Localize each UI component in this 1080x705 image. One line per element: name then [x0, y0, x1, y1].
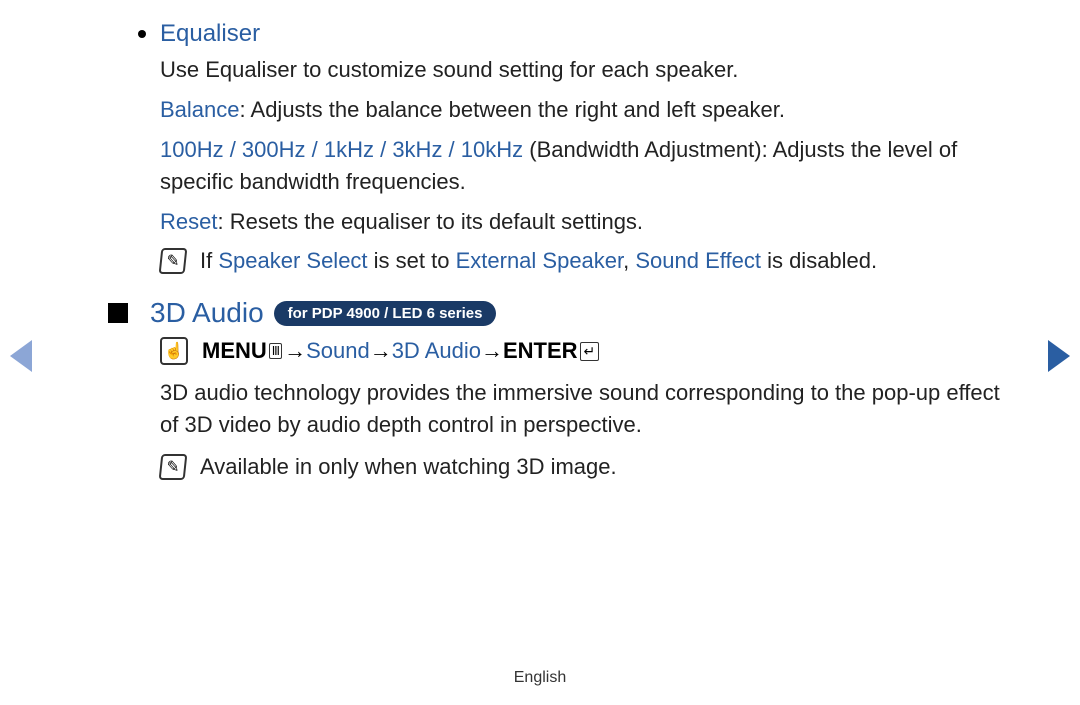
balance-text: : Adjusts the balance between the right … [240, 97, 785, 122]
menu-label: MENU [202, 338, 267, 364]
square-bullet-icon [108, 303, 128, 323]
note-icon: ✎ [159, 248, 188, 274]
reset-label: Reset [160, 209, 217, 234]
note-mid1: is set to [368, 248, 456, 273]
equaliser-note-row: ✎ If Speaker Select is set to External S… [160, 245, 1010, 277]
arrow-2: → [370, 338, 392, 364]
frequency-label: 100Hz / 300Hz / 1kHz / 3kHz / 10kHz [160, 137, 523, 162]
equaliser-note: If Speaker Select is set to External Spe… [200, 245, 877, 277]
menu-sound: Sound [306, 338, 370, 364]
equaliser-intro: Use Equaliser to customize sound setting… [160, 54, 1010, 86]
note-icon: ✎ [159, 454, 188, 480]
note-suffix: is disabled. [761, 248, 877, 273]
enter-glyph-icon: ↵ [580, 342, 600, 361]
bullet-dot-icon [138, 30, 146, 38]
equaliser-title: Equaliser [160, 20, 260, 48]
reset-text: : Resets the equaliser to its default se… [217, 209, 643, 234]
note-prefix: If [200, 248, 218, 273]
page-content: Equaliser Use Equaliser to customize sou… [0, 0, 1080, 483]
note-sep: , [623, 248, 635, 273]
nav-next-arrow[interactable] [1048, 340, 1070, 372]
3d-audio-note-row: ✎ Available in only when watching 3D ima… [160, 451, 1010, 483]
3d-audio-heading-row: 3D Audio for PDP 4900 / LED 6 series [108, 297, 1010, 329]
menu-glyph-icon: Ⅲ [269, 343, 282, 359]
arrow-3: → [481, 338, 503, 364]
note-sound-effect: Sound Effect [635, 248, 761, 273]
note-speaker-select: Speaker Select [218, 248, 367, 273]
page-footer-language: English [0, 669, 1080, 687]
model-badge: for PDP 4900 / LED 6 series [274, 301, 497, 326]
frequency-line: 100Hz / 300Hz / 1kHz / 3kHz / 10kHz (Ban… [160, 134, 1010, 198]
balance-line: Balance: Adjusts the balance between the… [160, 94, 1010, 126]
3d-audio-note: Available in only when watching 3D image… [200, 451, 617, 483]
menu-path-row: ☝ MENUⅢ → Sound → 3D Audio → ENTER↵ [160, 337, 1010, 365]
menu-3d-audio: 3D Audio [392, 338, 481, 364]
nav-prev-arrow[interactable] [10, 340, 32, 372]
note-external-speaker: External Speaker [456, 248, 624, 273]
3d-audio-title: 3D Audio [150, 297, 264, 329]
hand-icon: ☝ [160, 337, 188, 365]
balance-label: Balance [160, 97, 240, 122]
reset-line: Reset: Resets the equaliser to its defau… [160, 206, 1010, 238]
equaliser-heading-row: Equaliser [138, 20, 1010, 48]
arrow-1: → [284, 338, 306, 364]
3d-audio-body: 3D audio technology provides the immersi… [160, 377, 1010, 441]
enter-label: ENTER [503, 338, 578, 364]
